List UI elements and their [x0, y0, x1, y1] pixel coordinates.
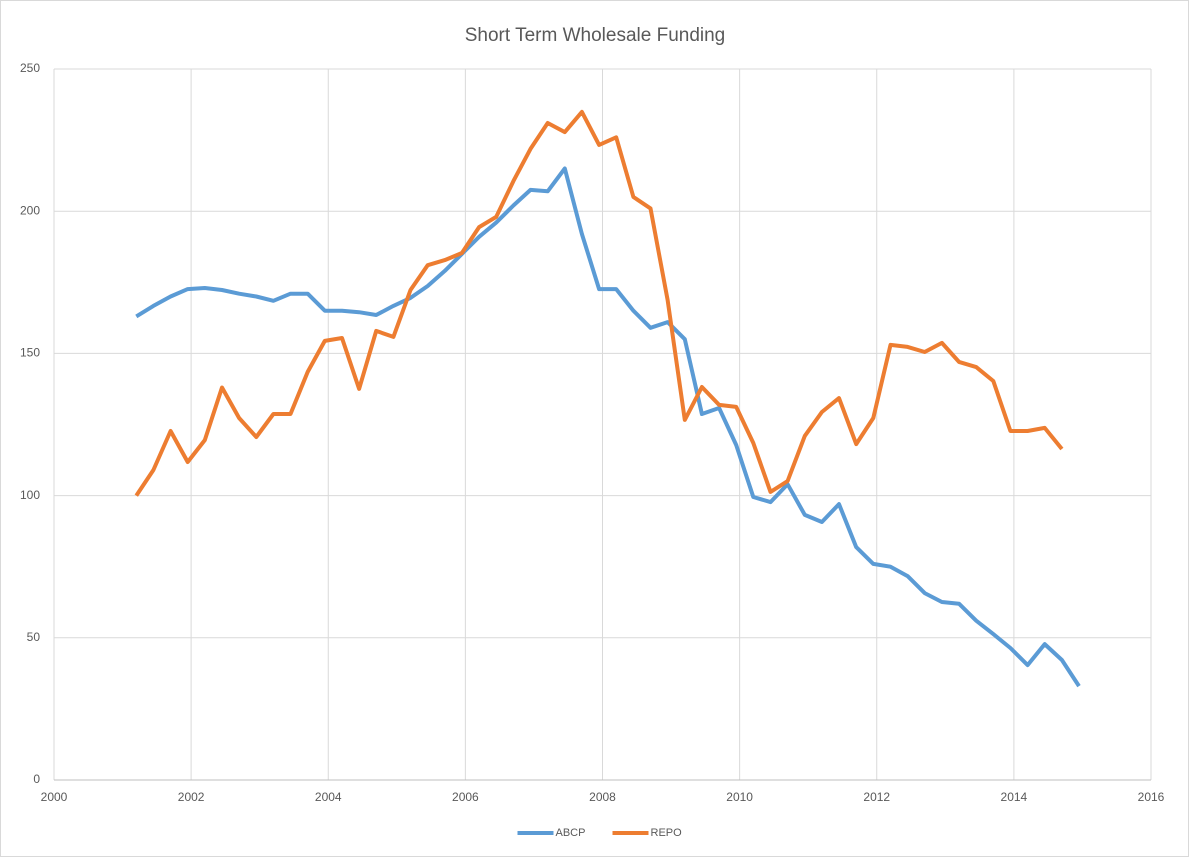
x-tick-label: 2008 — [589, 790, 616, 804]
series-line — [135, 166, 1081, 688]
x-tick-label: 2004 — [315, 790, 342, 804]
y-tick-label: 100 — [20, 488, 40, 502]
legend-label: ABCP — [556, 827, 586, 839]
chart-title: Short Term Wholesale Funding — [465, 25, 726, 46]
x-tick-label: 2016 — [1138, 790, 1165, 804]
y-tick-label: 0 — [33, 772, 40, 786]
x-tick-label: 2010 — [726, 790, 753, 804]
x-tick-label: 2000 — [41, 790, 68, 804]
x-tick-label: 2002 — [178, 790, 205, 804]
y-tick-label: 200 — [20, 203, 40, 217]
x-tick-label: 2014 — [1001, 790, 1028, 804]
y-tick-label: 250 — [20, 61, 40, 75]
y-tick-label: 50 — [27, 630, 41, 644]
x-tick-label: 2006 — [452, 790, 479, 804]
series-line — [134, 109, 1064, 497]
legend-label: REPO — [651, 827, 683, 839]
y-tick-label: 150 — [20, 346, 40, 360]
x-tick-label: 2012 — [863, 790, 890, 804]
